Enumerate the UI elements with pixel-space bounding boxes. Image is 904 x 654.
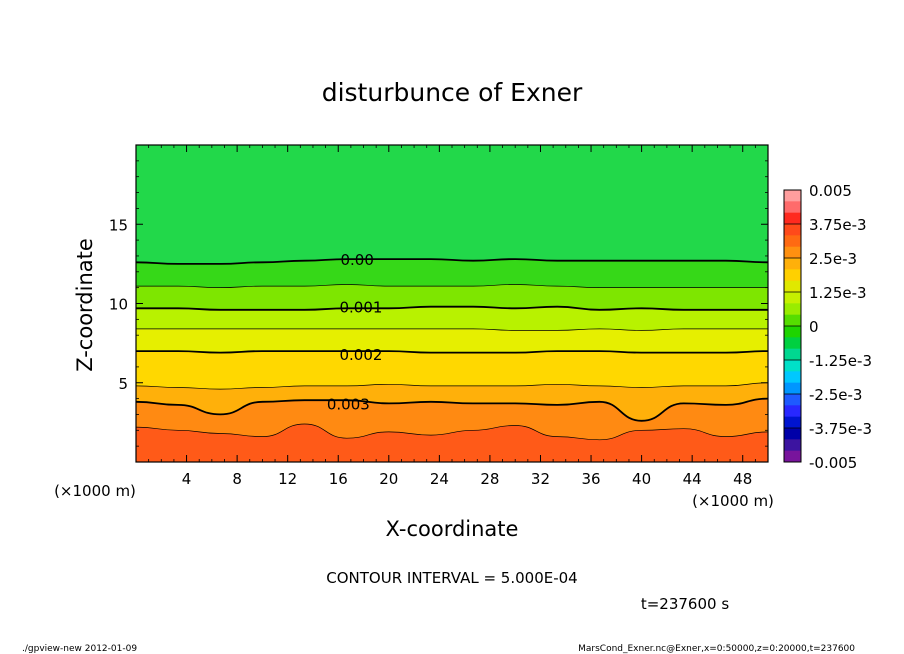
colorbar-segment: [784, 371, 801, 384]
contour-line: [135, 258, 769, 265]
contour-label: 0.00: [340, 251, 373, 269]
y-axis-unit: (×1000 m): [54, 482, 136, 500]
x-tick-label: 24: [430, 470, 449, 488]
colorbar-segment: [784, 450, 801, 463]
colorbar-segment: [784, 269, 801, 282]
colorbar-segment: [784, 416, 801, 429]
footer-left: ./gpview-new 2012-01-09: [22, 644, 137, 654]
y-tick-label: 5: [118, 375, 128, 393]
colorbar-segment: [784, 190, 801, 202]
contour-label: 0.003: [327, 395, 370, 413]
x-tick-label: 12: [278, 470, 297, 488]
x-tick-label: 36: [581, 470, 600, 488]
x-tick-label: 16: [329, 470, 348, 488]
colorbar-segment: [784, 314, 801, 327]
x-axis-ticks: 4 8 12 16 20 24 28 32 36 40 44 48: [148, 145, 756, 488]
x-tick-label: 44: [683, 470, 702, 488]
colorbar-label: 2.5e-3: [809, 250, 857, 268]
contour-line: [135, 397, 769, 422]
x-tick-label: 20: [379, 470, 398, 488]
contour-label: 0.001: [340, 299, 383, 317]
colorbar-segment: [784, 246, 801, 259]
colorbar-segment: [784, 212, 801, 225]
contour-line: [136, 284, 768, 288]
x-tick-label: 40: [632, 470, 651, 488]
colorbar-segment: [784, 235, 801, 248]
contour-line: [135, 382, 769, 390]
colorbar-segment: [784, 201, 801, 214]
colorbar-label: 3.75e-3: [809, 216, 867, 234]
contour-line: [136, 305, 768, 311]
x-tick-label: 32: [531, 470, 550, 488]
colorbar-segment: [784, 280, 801, 293]
contour-labels: 0.00 0.001 0.002 0.003: [327, 251, 383, 413]
colorbar-segment: [784, 382, 801, 395]
x-tick-label: 4: [182, 470, 192, 488]
x-axis-unit: (×1000 m): [692, 492, 774, 510]
contour-label: 0.002: [340, 346, 383, 364]
y-axis-ticks: 5 10 15: [109, 160, 768, 447]
y-tick-label: 15: [109, 216, 128, 234]
contour-line: [136, 328, 768, 331]
chart-title: disturbunce of Exner: [322, 78, 583, 107]
colorbar-segment: [784, 326, 801, 338]
colorbar-label: -2.5e-3: [809, 386, 862, 404]
colorbar-label: 0.005: [809, 182, 852, 200]
contour-line: [135, 350, 769, 354]
colorbar-segment: [784, 292, 801, 304]
colorbar-segment: [784, 303, 801, 316]
x-tick-label: 8: [232, 470, 242, 488]
colorbar-segment: [784, 360, 801, 372]
colorbar-segment: [784, 258, 801, 270]
colorbar-labels: 0.005 3.75e-3 2.5e-3 1.25e-3 0 -1.25e-3 -2.5e-…: [784, 182, 872, 472]
x-axis-label: X-coordinate: [386, 517, 519, 541]
colorbar-segment: [784, 394, 801, 406]
colorbar-label: -0.005: [809, 454, 857, 472]
contour-fill-area: [136, 145, 768, 462]
contour-interval-text: CONTOUR INTERVAL = 5.000E-04: [326, 569, 577, 587]
contour-lines: [135, 258, 769, 441]
y-axis-label: Z-coordinate: [73, 238, 97, 372]
contour-band-fill: [136, 424, 768, 462]
colorbar-segment: [784, 439, 801, 452]
colorbar-label: -3.75e-3: [809, 420, 872, 438]
x-tick-label: 48: [733, 470, 752, 488]
time-text: t=237600 s: [641, 595, 729, 613]
footer-right: MarsCond_Exner.nc@Exner,x=0:50000,z=0:20…: [578, 644, 855, 654]
colorbar-segment: [784, 337, 801, 350]
colorbar-segment: [784, 348, 801, 361]
colorbar-label: 0: [809, 318, 819, 336]
contour-line: [135, 423, 769, 441]
colorbar-segment: [784, 224, 801, 236]
x-tick-label: 28: [480, 470, 499, 488]
colorbar-label: 1.25e-3: [809, 284, 867, 302]
colorbar-label: -1.25e-3: [809, 352, 872, 370]
colorbar-segment: [784, 405, 801, 418]
y-tick-label: 10: [109, 296, 128, 314]
colorbar-segment: [784, 428, 801, 440]
